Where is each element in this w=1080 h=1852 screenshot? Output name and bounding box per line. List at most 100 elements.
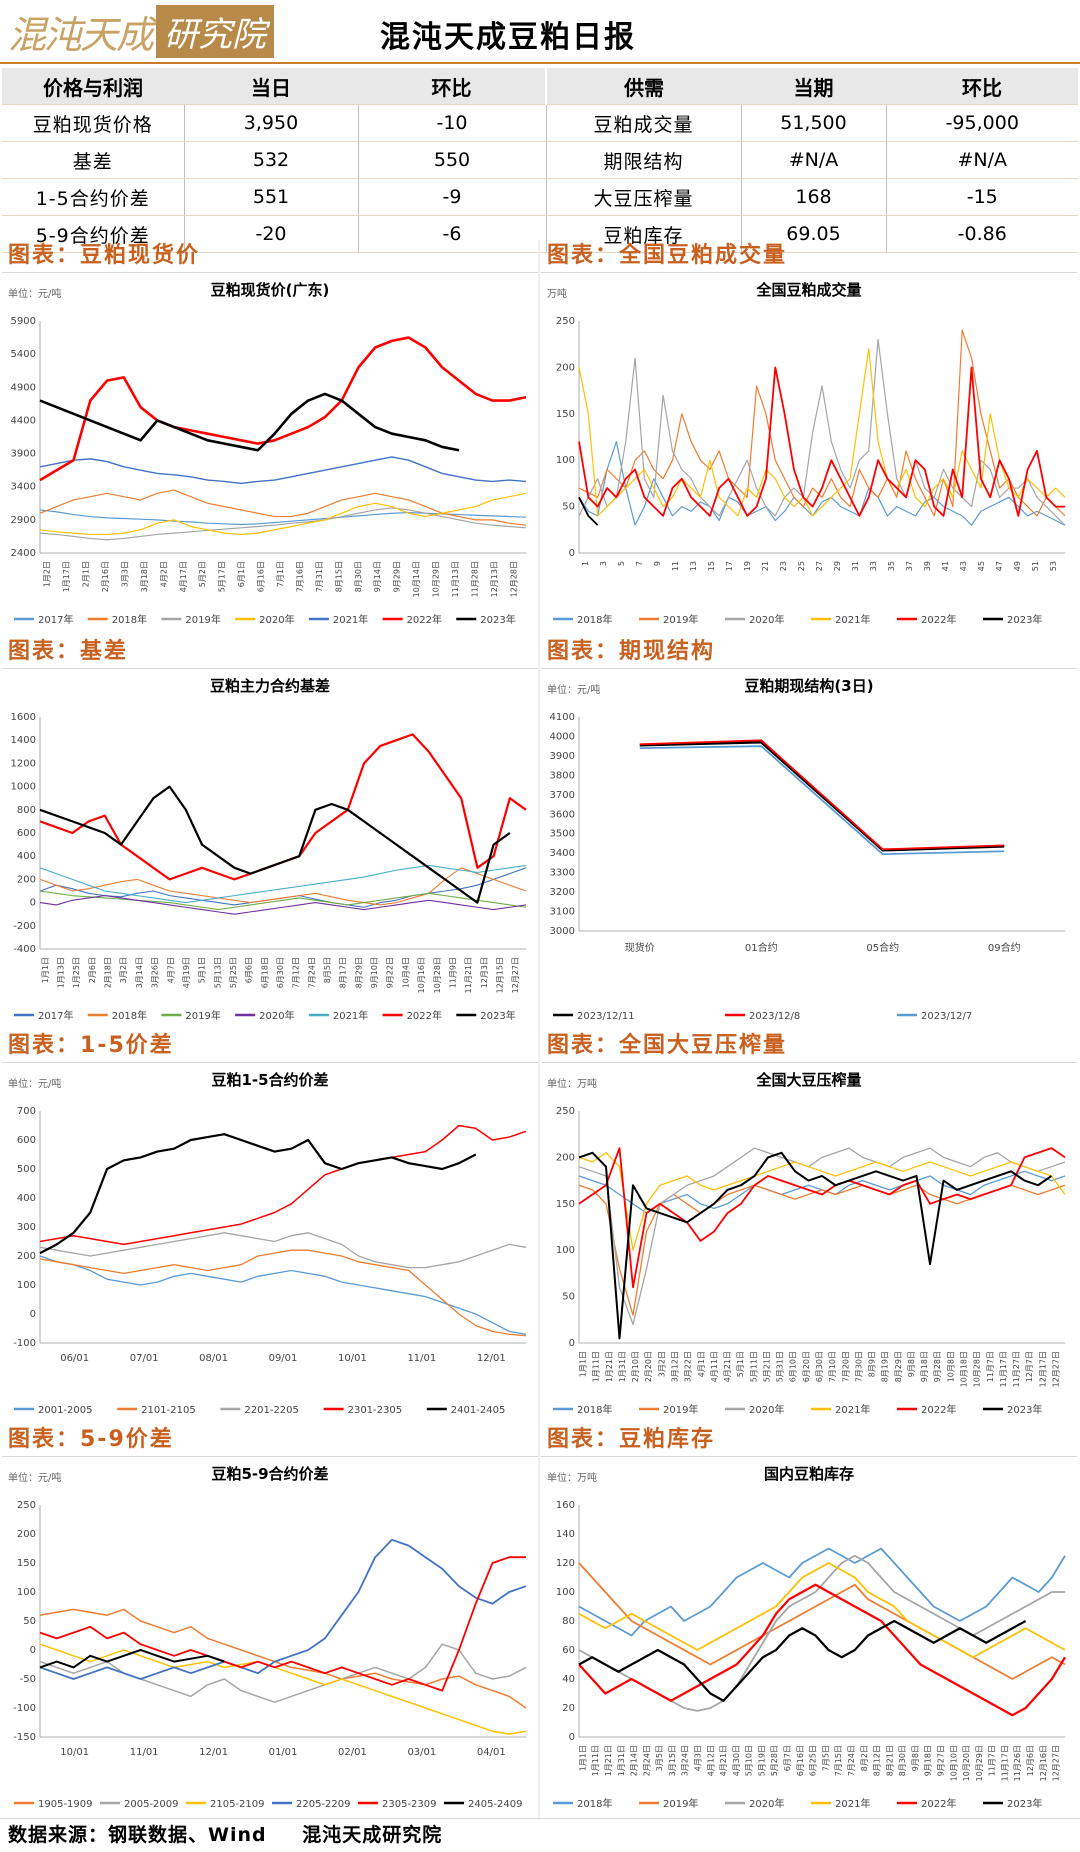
panel-inventory: 图表：豆粕库存 国内豆粕库存 单位：万吨 0 20 40 60 80 100 120 140 160… <box>541 1424 1077 1819</box>
y-tick-label: 0 <box>30 898 36 909</box>
x-tick-label: 5 <box>617 561 626 566</box>
x-tick-label: 5月10日 <box>745 1745 754 1776</box>
x-tick-label: 1月31日 <box>618 1351 627 1382</box>
series-line <box>578 1619 1027 1702</box>
x-tick-label: 4月17日 <box>179 561 188 592</box>
x-tick-label: 5月28日 <box>770 1745 779 1776</box>
y-tick-label: 3000 <box>550 926 575 937</box>
x-tick-label: 12月27日 <box>1051 1351 1060 1387</box>
x-tick-label: 47 <box>995 561 1004 571</box>
series-line <box>39 785 511 904</box>
x-tick-label: 10月18日 <box>959 1351 968 1387</box>
legend-label: 2023年 <box>480 1009 515 1022</box>
legend-label: 2021年 <box>835 613 870 626</box>
x-tick-label: 21 <box>761 561 770 571</box>
x-tick-label: 7月12日 <box>292 957 301 988</box>
row-change: -9 <box>358 178 547 216</box>
y-tick-label: 50 <box>562 502 575 513</box>
y-tick-label: 1600 <box>11 712 36 723</box>
panel-title: 图表：豆粕库存 <box>541 1424 1077 1457</box>
series-line <box>39 733 527 881</box>
x-tick-label: 5月31日 <box>776 1351 785 1382</box>
series-line <box>39 489 527 526</box>
x-tick-label: 5月1日 <box>736 1351 745 1377</box>
x-tick-label: 2月24日 <box>642 1745 651 1776</box>
x-tick-label: 11月28日 <box>470 561 479 597</box>
x-tick-label: 37 <box>905 561 914 571</box>
legend-label: 2020年 <box>749 613 784 626</box>
x-tick-label: 12月27日 <box>1052 1745 1061 1781</box>
x-tick-label: 12月6日 <box>1026 1745 1035 1776</box>
series-line <box>578 348 1066 517</box>
panel-title: 图表：期现结构 <box>541 636 1077 669</box>
y-tick-label: 700 <box>17 1106 36 1117</box>
x-tick-label: 5月2日 <box>198 561 207 587</box>
series-line <box>39 456 527 485</box>
legend-label: 2022年 <box>407 613 442 626</box>
x-tick-label: 1月2日 <box>43 561 52 587</box>
row-change: -0.86 <box>886 215 1078 253</box>
x-tick-label: 1月11日 <box>591 1745 600 1776</box>
x-tick-label: 3月3日 <box>120 561 129 587</box>
panel-title: 图表：豆粕现货价 <box>2 240 538 273</box>
y-tick-label: 3500 <box>550 829 575 840</box>
unit-label: 单位：万吨 <box>547 1471 597 1484</box>
y-tick-label: 3800 <box>550 770 575 781</box>
y-tick-label: 1400 <box>11 735 36 746</box>
y-tick-label: 600 <box>17 828 36 839</box>
series-line <box>39 1538 527 1680</box>
x-tick-label: 3月24日 <box>681 1745 690 1776</box>
panel-title: 图表：1-5价差 <box>2 1030 538 1063</box>
x-tick-label: 7月24日 <box>847 1745 856 1776</box>
unit-label: 万吨 <box>547 287 567 300</box>
series-line <box>39 1133 477 1255</box>
x-tick-label: 10月14日 <box>412 561 421 597</box>
series-line <box>578 441 1066 526</box>
x-tick-label: 5月17日 <box>218 561 227 592</box>
x-tick-label: 11/01 <box>407 1353 436 1364</box>
series-line <box>578 329 1066 517</box>
x-tick-label: 11月7日 <box>986 1351 995 1382</box>
x-tick-label: 04/01 <box>477 1747 506 1758</box>
y-tick-label: -100 <box>13 1338 36 1349</box>
legend-label: 2305-2309 <box>382 1799 437 1810</box>
x-tick-label: 09合约 <box>988 941 1021 954</box>
legend-label: 2018年 <box>577 1403 612 1416</box>
series-line <box>39 509 527 526</box>
x-tick-label: 01合约 <box>745 941 778 954</box>
y-tick-label: 250 <box>17 1500 36 1511</box>
x-tick-label: 43 <box>959 561 968 571</box>
x-tick-label: 11月13日 <box>451 561 460 597</box>
y-tick-label: 5900 <box>11 316 36 327</box>
x-tick-label: 4月19日 <box>182 957 191 988</box>
x-tick-label: 6月25日 <box>809 1745 818 1776</box>
spot-price-chart: 豆粕现货价(广东) 单位：元/吨 2400 2900 3400 3900 4400 4900 5… <box>8 281 527 626</box>
series-line <box>39 895 527 915</box>
column-divider <box>538 240 540 1820</box>
y-tick-label: 1000 <box>11 782 36 793</box>
x-tick-label: 12月13日 <box>490 561 499 597</box>
panel-title: 图表：基差 <box>2 636 538 669</box>
legend-label: 1905-1909 <box>38 1799 93 1810</box>
legend-label: 2020年 <box>259 1009 294 1022</box>
series-line <box>39 507 527 541</box>
x-tick-label: 27 <box>815 561 824 571</box>
series-line <box>639 745 1005 856</box>
row-label: 1-5合约价差 <box>2 178 185 216</box>
x-tick-label: 5月1日 <box>198 957 207 983</box>
x-tick-label: 7月20日 <box>841 1351 850 1382</box>
y-tick-label: -400 <box>13 944 36 955</box>
row-change: -6 <box>358 215 547 253</box>
series-line <box>578 1147 1066 1326</box>
row-label: 大豆压榨量 <box>546 178 742 216</box>
y-tick-label: 200 <box>17 874 36 885</box>
y-tick-label: -50 <box>20 1674 36 1685</box>
y-tick-label: 250 <box>556 316 575 327</box>
x-tick-label: 7 <box>635 561 644 566</box>
x-tick-label: 9月22日 <box>386 957 395 988</box>
x-tick-label: 9月27日 <box>937 1745 946 1776</box>
legend-label: 2023/12/7 <box>921 1011 972 1022</box>
x-tick-label: 5月25日 <box>229 957 238 988</box>
series-line <box>39 1643 527 1703</box>
